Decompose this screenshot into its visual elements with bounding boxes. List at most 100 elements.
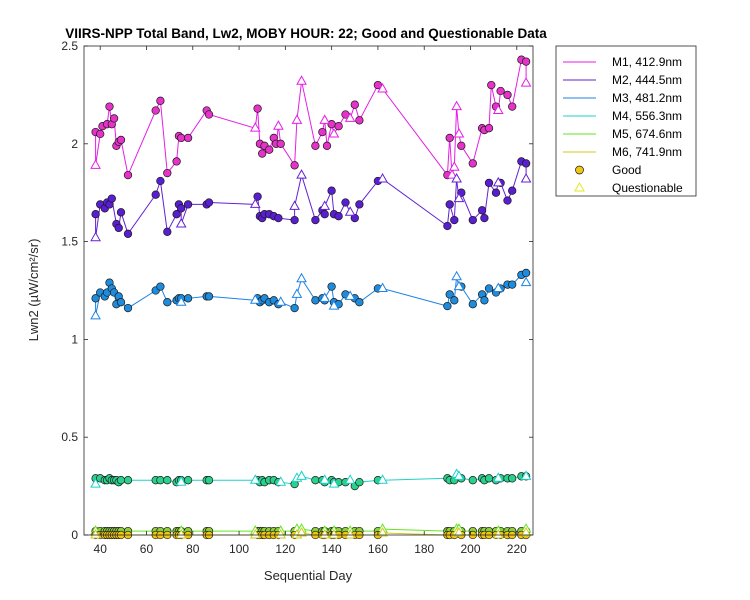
good-point bbox=[258, 149, 267, 158]
good-point bbox=[480, 213, 489, 223]
good-point bbox=[327, 186, 336, 195]
good-point bbox=[355, 200, 364, 209]
good-point bbox=[350, 213, 359, 223]
good-point bbox=[163, 298, 172, 307]
questionable-point bbox=[273, 120, 284, 130]
good-point bbox=[457, 141, 466, 150]
questionable-point bbox=[90, 309, 101, 320]
questionable-point bbox=[344, 206, 356, 216]
questionable-point bbox=[296, 470, 307, 480]
questionable-point bbox=[492, 104, 504, 115]
good-point bbox=[253, 192, 262, 201]
good-point bbox=[123, 170, 133, 180]
legend-item-4: M4, 556.3nm bbox=[563, 109, 682, 123]
good-point bbox=[445, 133, 454, 143]
questionable-point bbox=[319, 528, 331, 539]
questionable-point bbox=[90, 478, 101, 488]
legend-item-3: M3, 481.2nm bbox=[563, 91, 682, 105]
questionable-point bbox=[377, 527, 388, 537]
good-point bbox=[116, 135, 126, 145]
good-point bbox=[334, 212, 343, 221]
questionable-point bbox=[289, 200, 300, 210]
good-point bbox=[116, 298, 126, 307]
good-point bbox=[109, 114, 119, 123]
good-point bbox=[491, 188, 501, 197]
questionable-point bbox=[377, 83, 388, 93]
questionable-point bbox=[344, 474, 356, 484]
good-point bbox=[320, 210, 329, 219]
good-point bbox=[91, 210, 100, 219]
questionable-point bbox=[296, 75, 307, 85]
good-point bbox=[355, 478, 364, 487]
good-point bbox=[123, 303, 133, 313]
x-tick-label: 200 bbox=[460, 542, 480, 556]
good-point bbox=[350, 100, 359, 109]
questionable-point bbox=[492, 282, 504, 293]
good-point bbox=[116, 208, 126, 217]
y-axis-label: Lwn2 (µW/cm²/sr) bbox=[26, 239, 41, 342]
legend-item-6: M6, 741.9nm bbox=[563, 145, 682, 159]
legend-label: M3, 481.2nm bbox=[612, 91, 682, 105]
good-point bbox=[508, 186, 517, 195]
questionable-point bbox=[520, 527, 532, 537]
questionable-point bbox=[377, 474, 388, 484]
good-point bbox=[204, 476, 214, 485]
good-point bbox=[204, 292, 214, 301]
good-point bbox=[521, 159, 531, 168]
good-point bbox=[204, 110, 214, 119]
questionable-point bbox=[344, 290, 356, 300]
good-point bbox=[290, 215, 299, 225]
good-point bbox=[508, 280, 517, 289]
x-tick-label: 40 bbox=[94, 542, 108, 556]
legend-item-questionable: Questionable bbox=[574, 181, 683, 195]
good-point bbox=[450, 296, 459, 305]
questionable-point bbox=[249, 528, 261, 539]
questionable-point bbox=[520, 276, 532, 287]
good-point bbox=[355, 298, 364, 307]
good-point bbox=[276, 139, 285, 148]
good-point bbox=[508, 102, 517, 111]
good-point bbox=[443, 221, 452, 231]
good-point bbox=[172, 157, 181, 166]
questionable-point bbox=[328, 128, 340, 138]
good-point bbox=[116, 476, 126, 485]
good-point bbox=[107, 194, 116, 203]
good-point bbox=[322, 141, 332, 150]
legend: M1, 412.9nm M2, 444.5nm M3, 481.2nm M4, 556… bbox=[555, 45, 697, 197]
questionable-point bbox=[492, 176, 504, 187]
legend-label: M2, 444.5nm bbox=[612, 73, 682, 87]
x-tick-label: 220 bbox=[507, 542, 527, 556]
questionable-point bbox=[90, 528, 101, 539]
good-point bbox=[177, 204, 186, 213]
questionable-point bbox=[319, 114, 331, 124]
good-point bbox=[151, 106, 160, 115]
good-point bbox=[183, 200, 193, 209]
good-point bbox=[334, 122, 343, 131]
good-point bbox=[156, 282, 165, 291]
good-point bbox=[265, 145, 274, 154]
good-point bbox=[468, 300, 477, 309]
good-point bbox=[163, 227, 172, 236]
y-tick-label: 2 bbox=[71, 137, 78, 151]
good-point bbox=[503, 196, 512, 205]
good-point bbox=[290, 161, 299, 170]
chart-title: VIIRS-NPP Total Band, Lw2, MOBY HOUR: 22… bbox=[65, 26, 547, 41]
x-axis-label: Sequential Day bbox=[264, 568, 353, 583]
questionable-point bbox=[275, 528, 287, 539]
questionable-point bbox=[249, 122, 261, 132]
good-point bbox=[327, 282, 336, 291]
questionable-point bbox=[319, 474, 331, 484]
good-point bbox=[484, 124, 494, 133]
questionable-point bbox=[175, 528, 187, 539]
questionable-point bbox=[175, 296, 187, 306]
legend-questionable-marker bbox=[574, 181, 585, 192]
x-tick-label: 60 bbox=[140, 542, 154, 556]
series-3 bbox=[90, 268, 532, 320]
legend-label: M1, 412.9nm bbox=[612, 55, 682, 69]
legend-good-marker bbox=[575, 165, 584, 175]
questionable-point bbox=[451, 100, 462, 111]
questionable-point bbox=[90, 231, 101, 242]
good-point bbox=[487, 80, 496, 90]
good-point bbox=[484, 178, 494, 188]
questionable-point bbox=[451, 270, 462, 281]
